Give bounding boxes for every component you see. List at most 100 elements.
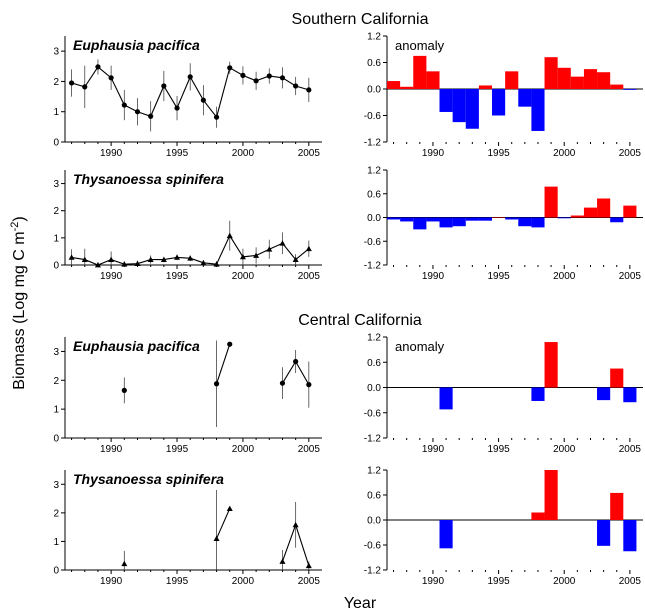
point-1987 — [68, 80, 75, 86]
y-tick-label: 2 — [53, 508, 59, 519]
bar-2003 — [597, 387, 611, 401]
bar-1996 — [505, 217, 519, 220]
point-1999 — [227, 341, 233, 347]
bar-2002 — [583, 207, 598, 218]
bar-1997 — [518, 89, 532, 107]
bar-2000 — [557, 217, 571, 219]
x-tick-label: 1990 — [422, 271, 445, 282]
y-tick-label: 1 — [53, 405, 59, 416]
panel-6: 0 1 2 3 1990 1995 2000 2005 Thysanoessa spinifer… — [53, 470, 322, 587]
x-tick-label: 1995 — [166, 271, 189, 282]
species-label: Thysanoessa spinifera — [73, 471, 224, 487]
panel-3: -1.2 -0.6 0.0 0.6 1.2 1990 1995 2000 2005 — [364, 166, 643, 282]
y-tick-label: 3 — [53, 47, 59, 58]
y-tick-label: 3 — [53, 480, 59, 491]
y-tick-label: 0.6 — [367, 58, 381, 69]
bar-2003 — [597, 198, 611, 218]
bar-1998 — [531, 512, 545, 520]
y-tick-label: 2 — [53, 206, 59, 217]
y-tick-label: 1.2 — [367, 333, 381, 344]
bar-2004 — [610, 217, 624, 223]
point-2004 — [293, 358, 299, 365]
point-1988 — [82, 84, 88, 90]
y-tick-label: 2 — [53, 77, 59, 88]
y-tick-label: 0.0 — [367, 383, 381, 394]
species-label: Euphausia pacifica — [73, 338, 200, 354]
y-tick-label: 1 — [53, 233, 59, 244]
bar-1989 — [413, 55, 427, 89]
point-1996 — [187, 255, 194, 261]
bar-1991 — [439, 520, 453, 549]
y-tick-label: 3 — [53, 179, 59, 190]
point-2005 — [306, 382, 312, 388]
region-title-southern: Southern California — [292, 11, 429, 28]
y-axis-title-superscript: -2 — [9, 222, 21, 232]
x-tick-label: 2005 — [298, 576, 321, 587]
point-1994 — [160, 256, 167, 262]
x-tick-label: 1990 — [422, 444, 445, 455]
x-tick-label: 1995 — [487, 576, 510, 587]
point-1999 — [227, 65, 233, 71]
bar-1993 — [465, 217, 479, 221]
x-tick-label: 2005 — [298, 271, 321, 282]
bar-1998 — [531, 217, 545, 228]
point-1990 — [108, 256, 115, 262]
bar-2004 — [610, 492, 624, 520]
bar-2002 — [583, 69, 598, 89]
x-tick-label: 2000 — [553, 444, 576, 455]
x-tick-label: 1990 — [100, 444, 123, 455]
bar-2005 — [623, 520, 637, 552]
bar-2004 — [610, 84, 624, 89]
bar-1999 — [544, 186, 558, 218]
x-tick-label: 1990 — [100, 148, 123, 159]
point-2005 — [305, 562, 312, 569]
point-1993 — [147, 256, 154, 262]
point-2005 — [306, 87, 312, 93]
x-tick-label: 2005 — [619, 148, 642, 159]
x-tick-label: 2005 — [298, 148, 321, 159]
point-2003 — [279, 240, 286, 246]
point-1998 — [213, 535, 220, 541]
x-tick-label: 2000 — [232, 148, 255, 159]
bar-1997 — [518, 217, 532, 227]
point-1987 — [68, 254, 75, 260]
x-tick-label: 2000 — [232, 271, 255, 282]
point-2000 — [239, 253, 246, 260]
point-1996 — [187, 74, 193, 80]
panel-2: 0 1 2 3 1990 1995 2000 2005 Thysanoessa spinifer… — [53, 170, 322, 282]
point-1997 — [200, 259, 207, 266]
bar-1992 — [452, 217, 466, 227]
bar-1987 — [387, 217, 401, 220]
y-tick-label: -1.2 — [364, 434, 382, 445]
bar-1987 — [387, 81, 401, 89]
point-2003 — [279, 558, 286, 564]
point-2004 — [293, 83, 299, 89]
y-tick-label: -0.6 — [364, 111, 382, 122]
y-tick-label: 1 — [53, 537, 59, 548]
y-tick-label: -1.2 — [364, 138, 382, 149]
species-label: Euphausia pacifica — [73, 37, 200, 53]
point-1991 — [121, 560, 128, 567]
bar-1989 — [413, 217, 427, 230]
bar-2004 — [610, 368, 624, 388]
panel-4: 0 1 2 3 1990 1995 2000 2005 Euphausia pacifica — [53, 337, 322, 455]
point-1991 — [121, 387, 127, 393]
y-tick-label: 0.0 — [367, 85, 381, 96]
x-tick-label: 1995 — [166, 444, 189, 455]
panel-5: -1.2 -0.6 0.0 0.6 1.2 1990 1995 2000 2005 anomaly — [364, 333, 643, 455]
y-tick-label: 0.6 — [367, 189, 381, 200]
y-tick-label: -0.6 — [364, 408, 382, 419]
bar-2005 — [623, 89, 637, 90]
point-1998 — [213, 381, 220, 387]
y-tick-label: 1.2 — [367, 166, 381, 177]
series-line-1 — [216, 344, 231, 384]
panel-7: -1.2 -0.6 0.0 0.6 1.2 1990 1995 2000 2005 — [364, 466, 643, 587]
x-tick-label: 2005 — [619, 271, 642, 282]
point-1993 — [148, 113, 154, 119]
bar-1998 — [531, 89, 545, 131]
bar-1988 — [400, 86, 414, 89]
point-1991 — [121, 261, 128, 267]
y-tick-label: 3 — [53, 347, 59, 358]
bar-2005 — [623, 205, 637, 218]
bar-1993 — [465, 89, 479, 129]
